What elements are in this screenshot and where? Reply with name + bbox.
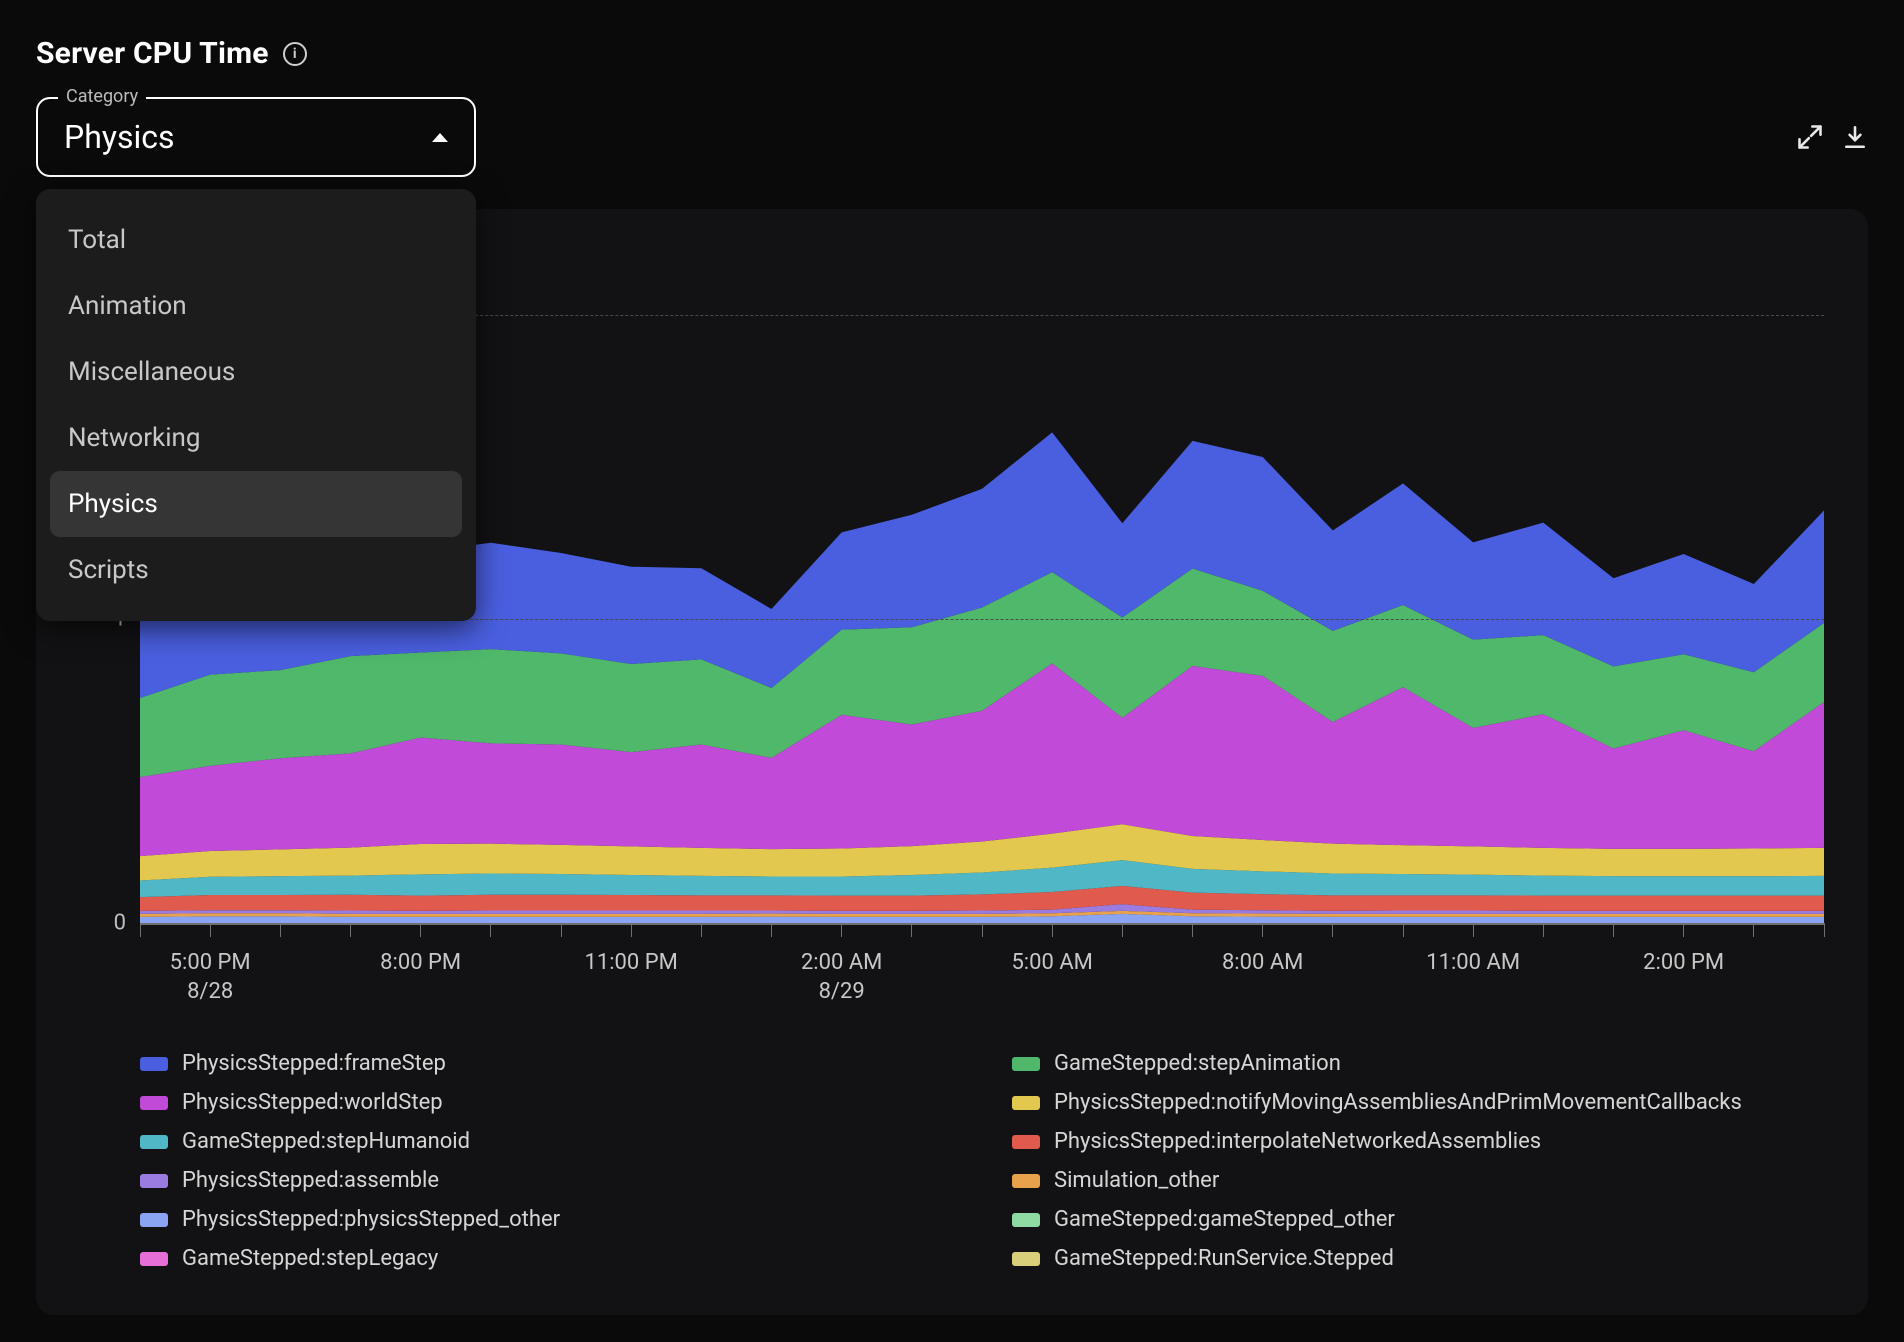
category-select-value: Physics — [64, 118, 175, 156]
legend-label: PhysicsStepped:physicsStepped_other — [182, 1207, 560, 1232]
x-axis-label: 11:00 AM — [1426, 949, 1520, 978]
legend-label: PhysicsStepped:frameStep — [182, 1051, 446, 1076]
category-select-box[interactable]: Physics — [36, 97, 476, 177]
page-title: Server CPU Time — [36, 36, 269, 71]
legend-swatch — [1012, 1096, 1040, 1110]
legend-item[interactable]: GameStepped:RunService.Stepped — [1012, 1246, 1824, 1271]
x-axis-label: 2:00 PM — [1643, 949, 1724, 978]
legend-swatch — [140, 1213, 168, 1227]
dropdown-item-scripts[interactable]: Scripts — [50, 537, 462, 603]
legend-item[interactable]: PhysicsStepped:physicsStepped_other — [140, 1207, 952, 1232]
legend-swatch — [140, 1252, 168, 1266]
legend-swatch — [140, 1057, 168, 1071]
legend-swatch — [1012, 1252, 1040, 1266]
legend-swatch — [140, 1096, 168, 1110]
x-axis-label: 2:00 AM8/29 — [801, 949, 882, 1006]
legend-label: PhysicsStepped:worldStep — [182, 1090, 443, 1115]
x-axis-label: 11:00 PM — [584, 949, 677, 978]
legend-label: PhysicsStepped:notifyMovingAssembliesAnd… — [1054, 1090, 1742, 1115]
category-select: Category Physics TotalAnimationMiscellan… — [36, 97, 476, 177]
legend-swatch — [140, 1135, 168, 1149]
legend-item[interactable]: GameStepped:stepLegacy — [140, 1246, 952, 1271]
expand-icon[interactable] — [1796, 123, 1824, 151]
controls-row: Category Physics TotalAnimationMiscellan… — [36, 97, 1868, 177]
legend-item[interactable]: PhysicsStepped:interpolateNetworkedAssem… — [1012, 1129, 1824, 1154]
dropdown-item-networking[interactable]: Networking — [50, 405, 462, 471]
legend-item[interactable]: GameStepped:stepHumanoid — [140, 1129, 952, 1154]
dropdown-item-physics[interactable]: Physics — [50, 471, 462, 537]
title-row: Server CPU Time i — [36, 36, 1868, 71]
download-icon[interactable] — [1842, 123, 1868, 151]
x-axis-label: 5:00 PM8/28 — [170, 949, 251, 1006]
y-tick-label: 0 — [114, 911, 126, 936]
x-axis-label: 8:00 AM — [1222, 949, 1303, 978]
legend-label: GameStepped:RunService.Stepped — [1054, 1246, 1394, 1271]
legend-swatch — [140, 1174, 168, 1188]
info-icon[interactable]: i — [283, 42, 307, 66]
dropdown-item-miscellaneous[interactable]: Miscellaneous — [50, 339, 462, 405]
legend-label: PhysicsStepped:assemble — [182, 1168, 439, 1193]
legend-swatch — [1012, 1213, 1040, 1227]
legend-item[interactable]: PhysicsStepped:frameStep — [140, 1051, 952, 1076]
dropdown-item-total[interactable]: Total — [50, 207, 462, 273]
legend-label: Simulation_other — [1054, 1168, 1219, 1193]
legend-label: GameStepped:stepHumanoid — [182, 1129, 470, 1154]
legend-item[interactable]: PhysicsStepped:notifyMovingAssembliesAnd… — [1012, 1090, 1824, 1115]
legend-label: GameStepped:gameStepped_other — [1054, 1207, 1395, 1232]
legend-item[interactable]: Simulation_other — [1012, 1168, 1824, 1193]
chart-actions — [1796, 123, 1868, 151]
legend-swatch — [1012, 1135, 1040, 1149]
legend-item[interactable]: GameStepped:gameStepped_other — [1012, 1207, 1824, 1232]
dropdown-item-animation[interactable]: Animation — [50, 273, 462, 339]
x-axis-labels: 5:00 PM8/28 8:00 PM 11:00 PM 2:00 AM8/29 5:0… — [140, 935, 1824, 1015]
x-axis-label: 5:00 AM — [1011, 949, 1092, 978]
legend-item[interactable]: PhysicsStepped:worldStep — [140, 1090, 952, 1115]
legend-label: GameStepped:stepLegacy — [182, 1246, 438, 1271]
legend-swatch — [1012, 1057, 1040, 1071]
chevron-up-icon — [432, 133, 448, 142]
chart-legend: PhysicsStepped:frameStep GameStepped:step… — [140, 1051, 1824, 1271]
legend-item[interactable]: GameStepped:stepAnimation — [1012, 1051, 1824, 1076]
legend-label: PhysicsStepped:interpolateNetworkedAssem… — [1054, 1129, 1541, 1154]
legend-label: GameStepped:stepAnimation — [1054, 1051, 1341, 1076]
legend-swatch — [1012, 1174, 1040, 1188]
x-axis-label: 8:00 PM — [380, 949, 461, 978]
category-dropdown: TotalAnimationMiscellaneousNetworkingPhy… — [36, 189, 476, 621]
page-root: Server CPU Time i Category Physics Total… — [0, 0, 1904, 1342]
legend-item[interactable]: PhysicsStepped:assemble — [140, 1168, 952, 1193]
category-select-legend: Category — [58, 86, 146, 107]
